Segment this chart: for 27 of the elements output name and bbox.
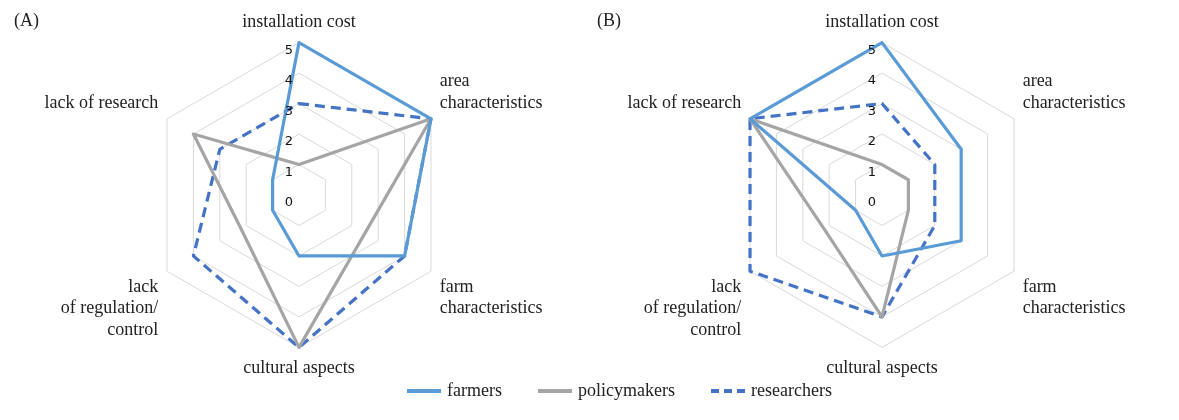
spoke-label: area characteristics bbox=[439, 70, 543, 112]
spoke-label: area characteristics bbox=[1022, 70, 1126, 112]
spoke-label: cultural aspects bbox=[243, 356, 355, 377]
legend-label: policymakers bbox=[578, 380, 675, 401]
y-tick-label: 0 bbox=[867, 194, 876, 210]
y-tick-label: 2 bbox=[867, 133, 876, 149]
spoke-label: lack of research bbox=[627, 91, 742, 112]
y-tick-label: 1 bbox=[867, 163, 876, 179]
spoke-label: lack of regulation/ control bbox=[60, 275, 159, 339]
legend-label: farmers bbox=[447, 380, 503, 401]
y-tick-label: 5 bbox=[284, 41, 293, 57]
chart-title: (B) bbox=[597, 9, 621, 31]
y-tick-label: 1 bbox=[284, 163, 293, 179]
spoke-label: lack of research bbox=[44, 91, 159, 112]
spoke-label: farm characteristics bbox=[439, 275, 543, 318]
legend-label: researchers bbox=[751, 380, 832, 401]
spoke-label: cultural aspects bbox=[826, 356, 938, 377]
y-tick-label: 0 bbox=[284, 194, 293, 210]
spoke-label: installation cost bbox=[242, 10, 356, 31]
spoke-label: lack of regulation/ control bbox=[643, 275, 742, 339]
y-tick-label: 2 bbox=[284, 133, 293, 149]
spoke-label: farm characteristics bbox=[1022, 275, 1126, 318]
spoke-label: installation cost bbox=[825, 10, 939, 31]
y-tick-label: 3 bbox=[867, 102, 876, 118]
y-tick-label: 5 bbox=[867, 41, 876, 57]
y-tick-label: 4 bbox=[867, 72, 876, 88]
chart-title: (A) bbox=[14, 9, 39, 31]
